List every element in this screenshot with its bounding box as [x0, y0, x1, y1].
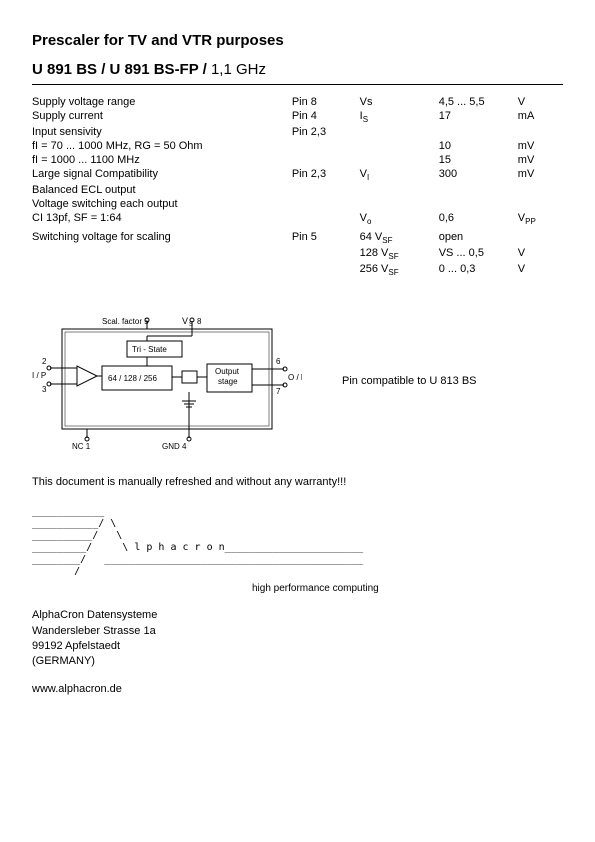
table-row: Voltage switching each output: [32, 197, 563, 211]
svg-text:O / P: O / P: [288, 373, 302, 382]
footer-l3: 99192 Apfelstaedt: [32, 639, 563, 654]
footer-l1: AlphaCron Datensysteme: [32, 608, 563, 623]
svg-text:3: 3: [42, 385, 47, 394]
table-row: Supply voltage rangePin 8Vs4,5 ... 5,5V: [32, 95, 563, 109]
spec-table: Supply voltage rangePin 8Vs4,5 ... 5,5VS…: [32, 95, 563, 278]
svg-text:Tri - State: Tri - State: [132, 345, 167, 354]
block-diagram: Scal. factor 5 V S 8 Tri - State 64 / 12…: [32, 306, 302, 456]
table-row: Large signal CompatibilityPin 2,3VI300mV: [32, 167, 563, 183]
footer-l2: Wandersleber Strasse 1a: [32, 624, 563, 639]
svg-text:6: 6: [276, 357, 281, 366]
divider: [32, 84, 563, 85]
table-row: Input sensivityPin 2,3: [32, 125, 563, 139]
footer-web: www.alphacron.de: [32, 682, 563, 697]
svg-text:V: V: [182, 316, 188, 326]
diagram-row: Scal. factor 5 V S 8 Tri - State 64 / 12…: [32, 306, 563, 456]
svg-text:GND 4: GND 4: [162, 442, 187, 451]
subtitle-bold: U 891 BS / U 891 BS-FP /: [32, 61, 211, 78]
svg-text:stage: stage: [218, 377, 238, 386]
footer-l4: (GERMANY): [32, 654, 563, 669]
svg-text:Output: Output: [215, 367, 240, 376]
svg-text:NC 1: NC 1: [72, 442, 91, 451]
svg-text:2: 2: [42, 357, 47, 366]
svg-text:64 / 128 / 256: 64 / 128 / 256: [108, 374, 157, 383]
diagram-note: Pin compatible to U 813 BS: [342, 375, 477, 387]
svg-text:I / P: I / P: [32, 371, 46, 380]
table-row: 128 VSFVS ... 0,5V: [32, 246, 563, 262]
table-row: fI = 70 ... 1000 MHz, RG = 50 Ohm10mV: [32, 139, 563, 153]
footer-address: AlphaCron Datensysteme Wandersleber Stra…: [32, 608, 563, 697]
svg-text:7: 7: [276, 387, 281, 396]
table-row: 256 VSF 0 ... 0,3V: [32, 262, 563, 278]
table-row: fI = 1000 ... 1100 MHz15mV: [32, 153, 563, 167]
table-row: Switching voltage for scalingPin 5 64 VS…: [32, 230, 563, 246]
page-title: Prescaler for TV and VTR purposes: [32, 32, 563, 49]
table-row: Supply currentPin 4IS17mA: [32, 109, 563, 125]
subtitle-reg: 1,1 GHz: [211, 61, 266, 78]
svg-text:8: 8: [197, 317, 202, 326]
page-subtitle: U 891 BS / U 891 BS-FP / 1,1 GHz: [32, 61, 563, 78]
hpc-tagline: high performance computing: [252, 583, 379, 594]
warranty-text: This document is manually refreshed and …: [32, 476, 563, 488]
svg-text:Scal. factor 5: Scal. factor 5: [102, 317, 149, 326]
table-row: Balanced ECL output: [32, 183, 563, 197]
ascii-logo: ____________ ___________/ \ __________/ …: [32, 506, 563, 578]
table-row: CI 13pf, SF = 1:64Vo0,6VPP: [32, 211, 563, 227]
